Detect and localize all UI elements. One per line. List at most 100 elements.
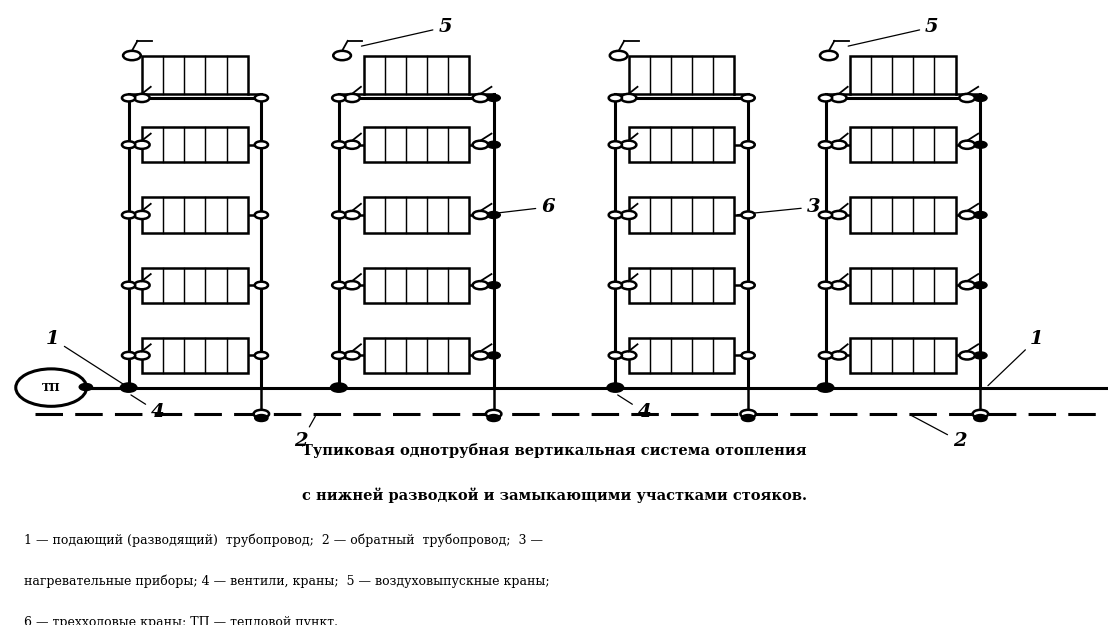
Circle shape — [333, 282, 345, 289]
Bar — [142, 338, 247, 373]
Circle shape — [472, 141, 488, 149]
Circle shape — [742, 414, 755, 421]
Text: 2: 2 — [295, 416, 315, 450]
Bar — [629, 127, 734, 162]
Circle shape — [742, 352, 755, 359]
Circle shape — [255, 282, 268, 289]
Circle shape — [818, 211, 832, 219]
Circle shape — [487, 211, 500, 219]
Circle shape — [254, 410, 269, 418]
Circle shape — [122, 384, 135, 391]
Circle shape — [831, 211, 846, 219]
Circle shape — [255, 352, 268, 359]
Bar — [629, 268, 734, 302]
Circle shape — [609, 141, 622, 148]
Circle shape — [610, 51, 628, 60]
Circle shape — [742, 211, 755, 219]
Circle shape — [16, 369, 87, 406]
Circle shape — [333, 352, 345, 359]
Circle shape — [333, 141, 345, 148]
Circle shape — [122, 352, 135, 359]
Circle shape — [255, 94, 268, 101]
Circle shape — [122, 282, 135, 289]
Circle shape — [959, 281, 975, 289]
Circle shape — [974, 141, 987, 148]
Circle shape — [344, 94, 359, 102]
Bar — [142, 56, 247, 94]
Bar — [364, 338, 469, 373]
Bar — [851, 127, 956, 162]
Circle shape — [609, 282, 622, 289]
Circle shape — [486, 410, 501, 418]
Text: с нижней разводкой и замыкающими участками стояков.: с нижней разводкой и замыкающими участка… — [302, 487, 807, 502]
Text: 2: 2 — [910, 415, 966, 450]
Circle shape — [472, 211, 488, 219]
Circle shape — [255, 282, 268, 289]
Circle shape — [255, 94, 268, 101]
Circle shape — [472, 351, 488, 359]
Circle shape — [134, 94, 150, 102]
Bar — [629, 198, 734, 232]
Circle shape — [122, 94, 135, 101]
Circle shape — [255, 211, 268, 219]
Circle shape — [974, 211, 987, 219]
Circle shape — [122, 211, 135, 219]
Circle shape — [134, 281, 150, 289]
Circle shape — [487, 282, 500, 289]
Bar — [364, 268, 469, 302]
Circle shape — [742, 141, 755, 148]
Circle shape — [818, 94, 832, 101]
Circle shape — [472, 281, 488, 289]
Circle shape — [122, 141, 135, 148]
Circle shape — [344, 351, 359, 359]
Circle shape — [134, 211, 150, 219]
Circle shape — [818, 384, 832, 391]
Circle shape — [818, 141, 832, 148]
Circle shape — [831, 281, 846, 289]
Circle shape — [959, 94, 975, 102]
Circle shape — [487, 94, 500, 101]
Circle shape — [959, 211, 975, 219]
Circle shape — [134, 141, 150, 149]
Circle shape — [344, 281, 359, 289]
Circle shape — [609, 384, 622, 391]
Circle shape — [333, 384, 345, 391]
Text: Тупиковая однотрубная вертикальная система отопления: Тупиковая однотрубная вертикальная систе… — [302, 443, 807, 458]
Bar — [851, 338, 956, 373]
Circle shape — [742, 211, 755, 219]
Circle shape — [831, 141, 846, 149]
Circle shape — [255, 141, 268, 148]
Circle shape — [621, 281, 637, 289]
Circle shape — [742, 282, 755, 289]
Circle shape — [487, 414, 500, 421]
Circle shape — [333, 94, 345, 101]
Text: 4: 4 — [618, 395, 651, 421]
Circle shape — [820, 51, 837, 60]
Bar — [629, 338, 734, 373]
Circle shape — [742, 94, 755, 101]
Bar — [851, 56, 956, 94]
Bar — [851, 268, 956, 302]
Circle shape — [472, 94, 488, 102]
Circle shape — [344, 141, 359, 149]
Circle shape — [742, 282, 755, 289]
Bar — [364, 198, 469, 232]
Circle shape — [959, 141, 975, 149]
Bar — [142, 127, 247, 162]
Circle shape — [334, 51, 350, 60]
Circle shape — [621, 211, 637, 219]
Text: 1 — подающий (разводящий)  трубопровод;  2 — обратный  трубопровод;  3 —: 1 — подающий (разводящий) трубопровод; 2… — [23, 534, 542, 548]
Bar — [364, 56, 469, 94]
Circle shape — [959, 351, 975, 359]
Bar — [629, 56, 734, 94]
Circle shape — [974, 414, 987, 421]
Circle shape — [621, 141, 637, 149]
Text: 1: 1 — [988, 330, 1044, 386]
Circle shape — [741, 410, 756, 418]
Circle shape — [818, 282, 832, 289]
Circle shape — [609, 352, 622, 359]
Circle shape — [974, 282, 987, 289]
Circle shape — [255, 352, 268, 359]
Circle shape — [973, 410, 988, 418]
Text: 5: 5 — [362, 18, 452, 46]
